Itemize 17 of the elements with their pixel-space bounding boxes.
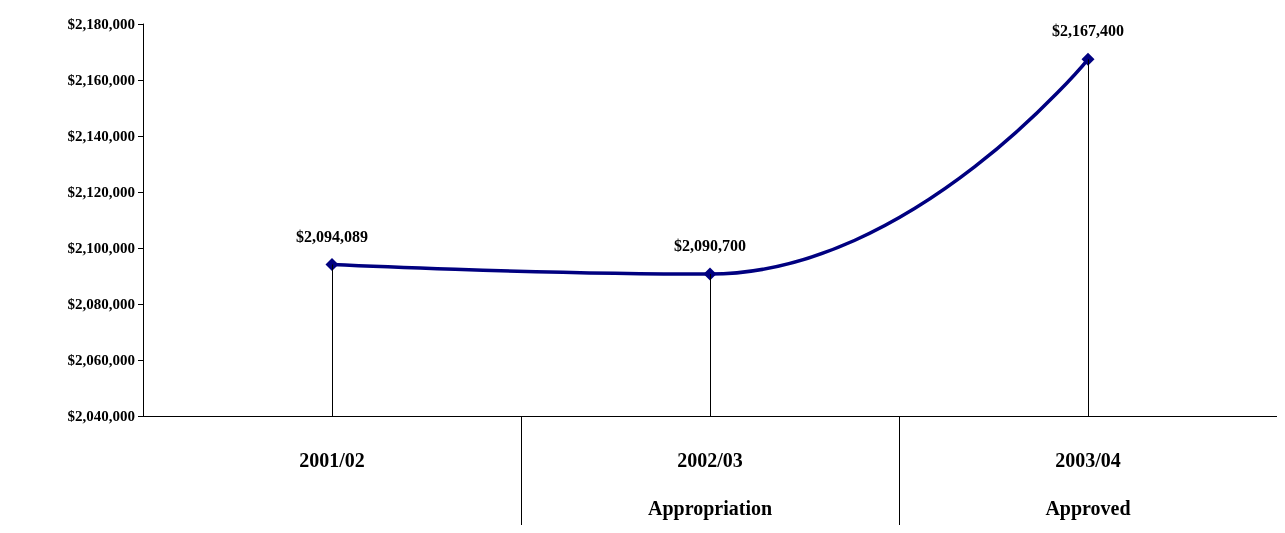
point [703, 267, 717, 281]
point [325, 258, 339, 272]
y-tick-label: $2,180,000 [67, 16, 135, 32]
data-label: $2,090,700 [674, 237, 746, 255]
data-label: $2,167,400 [1052, 22, 1124, 40]
data-label: $2,094,089 [296, 227, 368, 245]
category-label: 2003/04 Approved [1045, 449, 1131, 519]
y-tick-label: $2,160,000 [67, 72, 135, 88]
point [1081, 52, 1095, 66]
y-tick-label: $2,120,000 [67, 184, 135, 200]
y-tick-label: $2,040,000 [67, 408, 135, 424]
y-tick-label: $2,060,000 [67, 352, 135, 368]
x-tick-label: 2001/02 [299, 449, 365, 471]
y-tick-label: $2,080,000 [67, 296, 135, 312]
y-tick-label: $2,100,000 [67, 240, 135, 256]
category-label: 2002/03 Appropriation [647, 449, 773, 519]
y-tick-label: $2,140,000 [67, 128, 135, 144]
